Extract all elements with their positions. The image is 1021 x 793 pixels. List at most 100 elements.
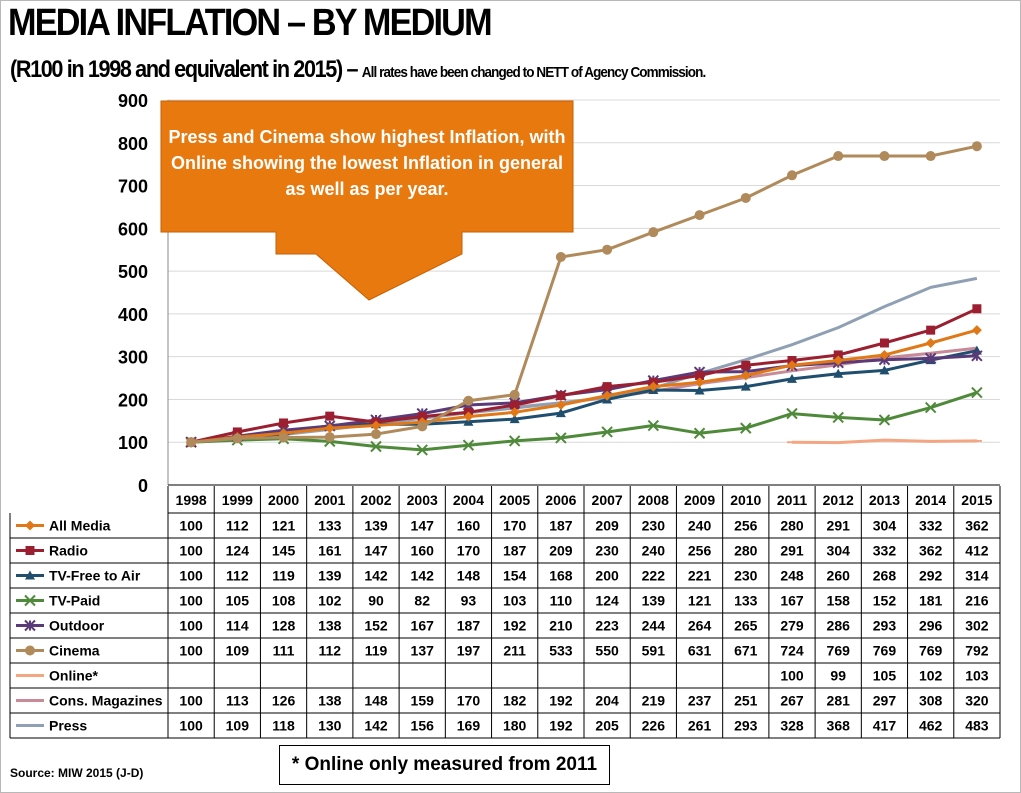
data-label: 671 (734, 643, 758, 659)
x-tick-label: 1998 (176, 492, 207, 508)
data-label: 159 (411, 693, 435, 709)
data-label: 156 (411, 718, 435, 734)
x-tick-label: 2013 (869, 492, 900, 508)
data-point (509, 414, 520, 424)
data-label: 138 (318, 693, 342, 709)
data-point (324, 423, 335, 434)
y-tick-label: 800 (118, 134, 148, 154)
data-label: 100 (179, 543, 203, 559)
data-label: 109 (226, 718, 250, 734)
data-point (24, 594, 36, 607)
legend-label: Cinema (49, 643, 100, 659)
data-label: 296 (919, 618, 943, 634)
series-line (190, 328, 978, 444)
data-label: 100 (179, 693, 203, 709)
x-tick-label: 2004 (453, 492, 484, 508)
x-tick-label: 1999 (222, 492, 253, 508)
x-tick-label: 2000 (268, 492, 299, 508)
data-label: 147 (411, 518, 435, 534)
legend-label: Radio (49, 543, 88, 559)
legend-label: TV-Paid (49, 593, 100, 609)
data-point (879, 349, 890, 360)
legend-label: Cons. Magazines (49, 693, 163, 709)
data-label: 192 (549, 693, 573, 709)
data-point (740, 192, 751, 203)
data-label: 219 (642, 693, 666, 709)
data-label: 769 (873, 643, 897, 659)
data-label: 279 (780, 618, 804, 634)
data-label: 113 (226, 693, 249, 709)
data-label: 251 (734, 693, 758, 709)
data-point (510, 400, 520, 410)
data-point (555, 408, 566, 418)
online-footnote: * Online only measured from 2011 (279, 745, 610, 785)
data-point (25, 645, 35, 656)
x-tick-label: 2008 (638, 492, 669, 508)
data-point (879, 151, 890, 162)
data-label: 130 (318, 718, 342, 734)
data-point (740, 370, 751, 381)
data-label: 328 (780, 718, 804, 734)
legend-label: All Media (49, 518, 111, 534)
data-label: 297 (873, 693, 897, 709)
data-label: 230 (595, 543, 619, 559)
data-label: 267 (780, 693, 804, 709)
data-label: 142 (364, 718, 388, 734)
data-label: 308 (919, 693, 943, 709)
data-label: 216 (965, 593, 989, 609)
data-point (602, 390, 613, 401)
data-label: 302 (965, 618, 989, 634)
data-point (370, 440, 382, 453)
callout-text: Press and Cinema show highest Inflation,… (168, 127, 566, 199)
data-point (555, 251, 566, 262)
data-label: 483 (965, 718, 989, 734)
data-label: 90 (368, 593, 384, 609)
data-label: 100 (179, 593, 203, 609)
data-point (787, 373, 797, 383)
data-label: 200 (595, 568, 619, 584)
data-point (509, 389, 520, 400)
x-tick-label: 2007 (592, 492, 623, 508)
data-label: 147 (364, 543, 388, 559)
data-label: 114 (226, 618, 249, 634)
data-label: 100 (179, 568, 203, 584)
data-point (924, 352, 937, 365)
data-label: 209 (595, 518, 619, 534)
data-label: 100 (179, 643, 203, 659)
y-tick-label: 0 (138, 476, 148, 496)
data-label: 93 (461, 593, 477, 609)
data-point (602, 244, 613, 255)
data-label: 112 (226, 518, 249, 534)
data-label: 148 (457, 568, 481, 584)
data-label: 281 (827, 693, 851, 709)
data-label: 204 (595, 693, 619, 709)
data-label: 304 (827, 543, 851, 559)
subtitle-main: (R100 in 1998 and equivalent in 2015) (10, 56, 343, 83)
data-label: 631 (688, 643, 712, 659)
data-label: 108 (272, 593, 296, 609)
data-label: 160 (411, 543, 435, 559)
x-tick-label: 2001 (314, 492, 345, 508)
data-label: 100 (179, 618, 203, 634)
data-point (694, 377, 705, 388)
data-label: 187 (503, 543, 527, 559)
data-label: 192 (549, 718, 573, 734)
data-label: 167 (780, 593, 804, 609)
legend-label: TV-Free to Air (49, 568, 141, 584)
data-label: 268 (873, 568, 897, 584)
subtitle-note: All rates have been changed to NETT of A… (361, 64, 706, 81)
legend-label: Online* (49, 668, 99, 684)
data-label: 102 (318, 593, 342, 609)
data-point (232, 433, 243, 444)
data-label: 118 (272, 718, 295, 734)
data-point (417, 421, 428, 432)
x-tick-label: 2015 (961, 492, 992, 508)
data-label: 161 (318, 543, 342, 559)
data-label: 187 (549, 518, 573, 534)
data-label: 792 (965, 643, 989, 659)
data-point (879, 338, 889, 348)
data-point (741, 360, 751, 370)
data-label: 152 (364, 618, 388, 634)
data-label: 412 (965, 543, 989, 559)
source-note: Source: MIW 2015 (J-D) (10, 766, 144, 780)
